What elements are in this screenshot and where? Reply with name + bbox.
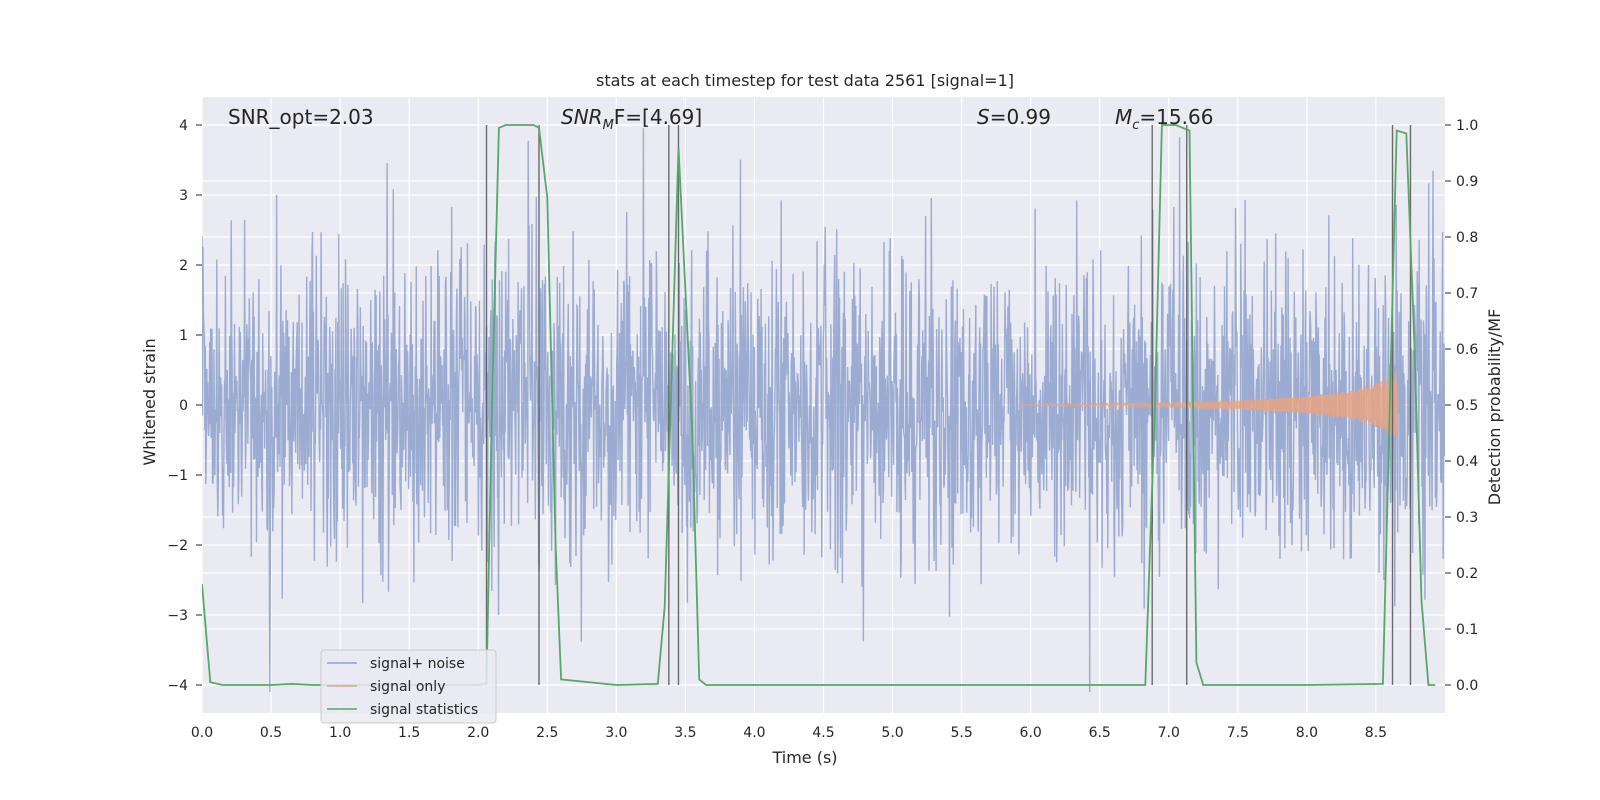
y2-tick-label: 0.0 [1456, 678, 1478, 694]
y-axis-label: Whitened strain [140, 338, 159, 465]
x-axis-label: Time (s) [771, 748, 837, 767]
snr-mf-main: SNR [561, 105, 603, 129]
annotations: SNR_opt=2.03 SNRMF=[4.69] S=0.99 Mc=15.6… [228, 105, 1213, 133]
legend: signal+ noise signal only signal statist… [320, 649, 497, 724]
mc-main: M [1115, 105, 1132, 129]
x-tick-label: 6.5 [1089, 725, 1111, 741]
mc-sub: c [1132, 118, 1139, 133]
y2-tick-label: 1.0 [1456, 118, 1478, 134]
x-tick-label: 0.5 [260, 725, 282, 741]
snr-mf-sub: M [603, 118, 614, 133]
y2-axis-label: Detection probability/MF [1485, 309, 1504, 506]
x-tick-label: 8.5 [1365, 725, 1387, 741]
s-italic: S [977, 105, 990, 129]
s-rest: =0.99 [990, 105, 1051, 129]
y-tick-label: −1 [167, 468, 188, 484]
legend-box [320, 649, 497, 724]
x-tick-label: 0.0 [191, 725, 213, 741]
y2-tick-label: 0.6 [1456, 342, 1478, 358]
y2-tick-label: 0.5 [1456, 398, 1478, 414]
x-tick-label: 2.5 [536, 725, 558, 741]
y-tick-label: 0 [179, 398, 188, 414]
x-ticks: 0.0 0.5 1.0 1.5 2.0 2.5 3.0 3.5 4.0 4.5 5.0 5.5 6.0 6… [191, 725, 1387, 741]
vertical-lines [485, 125, 1412, 685]
x-tick-label: 7.0 [1158, 725, 1180, 741]
y2-tick-label: 0.4 [1456, 454, 1478, 470]
legend-label-stats: signal statistics [370, 702, 478, 718]
x-tick-label: 3.0 [605, 725, 627, 741]
snr-mf-rest: F=[4.69] [614, 105, 702, 129]
x-tick-label: 4.0 [743, 725, 765, 741]
y2-tick-label: 0.3 [1456, 510, 1478, 526]
x-tick-label: 2.0 [467, 725, 489, 741]
x-tick-label: 5.5 [950, 725, 972, 741]
y-ticks: −4 −3 −2 −1 0 1 2 3 4 [167, 118, 202, 694]
y-tick-label: 3 [179, 188, 188, 204]
x-tick-label: 5.0 [881, 725, 903, 741]
noise-line [202, 128, 1445, 693]
legend-label-noise: signal+ noise [370, 656, 465, 672]
y2-tick-label: 0.2 [1456, 566, 1478, 582]
chart-title: stats at each timestep for test data 256… [596, 71, 1014, 90]
y-tick-label: −4 [167, 678, 188, 694]
annotation-s: S=0.99 [977, 105, 1051, 129]
legend-label-signal: signal only [370, 679, 445, 695]
series-signal-only [1016, 371, 1399, 438]
y-tick-label: 4 [179, 118, 188, 134]
y-tick-label: 1 [179, 328, 188, 344]
y2-tick-label: 0.1 [1456, 622, 1478, 638]
series-signal-plus-noise [202, 128, 1445, 693]
x-tick-label: 4.5 [812, 725, 834, 741]
signal-line [1016, 371, 1399, 438]
x-tick-label: 1.5 [398, 725, 420, 741]
x-tick-label: 1.0 [329, 725, 351, 741]
annotation-mc: Mc=15.66 [1115, 105, 1213, 133]
annotation-snr-opt: SNR_opt=2.03 [228, 105, 374, 129]
y2-ticks: 0.0 0.1 0.2 0.3 0.4 0.5 0.6 0.7 0.8 0.9 1.0 [1445, 118, 1478, 694]
mc-rest: =15.66 [1139, 105, 1213, 129]
y-tick-label: −2 [167, 538, 188, 554]
y2-tick-label: 0.8 [1456, 230, 1478, 246]
x-tick-label: 6.0 [1020, 725, 1042, 741]
y2-tick-label: 0.7 [1456, 286, 1478, 302]
y-tick-label: 2 [179, 258, 188, 274]
x-tick-label: 3.5 [674, 725, 696, 741]
x-tick-label: 8.0 [1296, 725, 1318, 741]
y-tick-label: −3 [167, 608, 188, 624]
annotation-snr-mf: SNRMF=[4.69] [561, 105, 702, 133]
y2-tick-label: 0.9 [1456, 174, 1478, 190]
x-tick-label: 7.5 [1227, 725, 1249, 741]
